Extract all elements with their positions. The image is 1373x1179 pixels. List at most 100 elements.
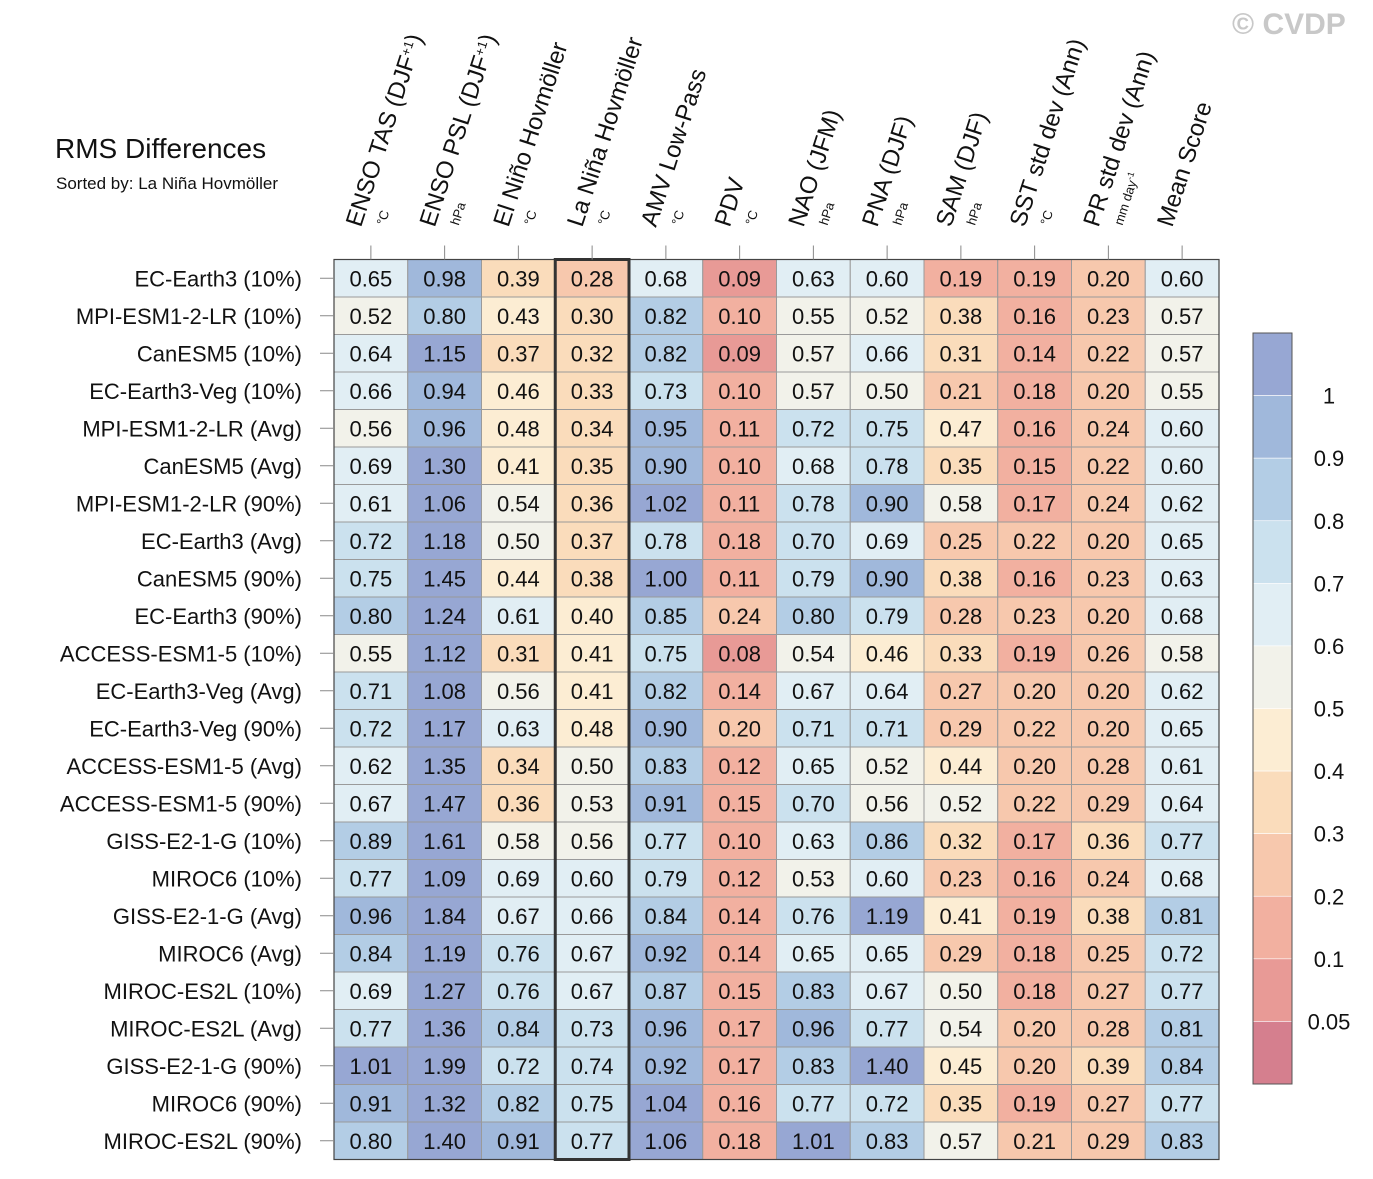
heatmap-cell bbox=[702, 746, 777, 785]
heatmap-cell bbox=[702, 934, 777, 973]
colorbar-tick-label: 0.7 bbox=[1314, 571, 1345, 596]
cell-value-label: 0.18 bbox=[1013, 379, 1056, 404]
row-label: CanESM5 (10%) bbox=[137, 341, 302, 366]
heatmap-cell bbox=[776, 409, 851, 448]
cell-value-label: 0.55 bbox=[1161, 379, 1204, 404]
colorbar-tick-label: 0.2 bbox=[1314, 884, 1345, 909]
cell-value-label: 0.65 bbox=[1161, 529, 1204, 554]
heatmap-cell bbox=[776, 521, 851, 560]
cell-value-label: 0.22 bbox=[1013, 529, 1056, 554]
cell-value-label: 0.50 bbox=[497, 529, 540, 554]
cell-value-label: 0.40 bbox=[571, 604, 614, 629]
cell-value-label: 0.12 bbox=[718, 754, 761, 779]
cell-value-label: 0.10 bbox=[718, 829, 761, 854]
column-label: SAM (DJF) bbox=[931, 109, 993, 230]
row-label: EC-Earth3-Veg (90%) bbox=[89, 716, 302, 741]
column-label: PNA (DJF) bbox=[857, 112, 918, 229]
heatmap-cell bbox=[702, 559, 777, 598]
heatmap-cell bbox=[923, 784, 999, 823]
heatmap-cell bbox=[407, 484, 482, 523]
heatmap-cell bbox=[702, 634, 777, 673]
cell-value-label: 0.33 bbox=[571, 379, 614, 404]
cell-value-label: 1.00 bbox=[644, 566, 687, 591]
cell-value-label: 1.32 bbox=[423, 1091, 466, 1116]
cell-value-label: 0.19 bbox=[939, 266, 982, 291]
heatmap-cell bbox=[481, 634, 556, 673]
heatmap-cell bbox=[1071, 821, 1146, 860]
cell-value-label: 0.35 bbox=[571, 454, 614, 479]
heatmap-cell bbox=[1071, 934, 1146, 973]
column-label: La Niña Hovmöller bbox=[562, 34, 649, 230]
cell-value-label: 0.11 bbox=[719, 491, 760, 516]
cell-value-label: 0.65 bbox=[349, 266, 392, 291]
heatmap-cell bbox=[407, 709, 482, 748]
cell-value-label: 0.28 bbox=[1087, 754, 1130, 779]
heatmap-cell bbox=[923, 934, 999, 973]
cell-value-label: 0.57 bbox=[1161, 304, 1204, 329]
cell-value-label: 0.12 bbox=[718, 866, 761, 891]
heatmap-cell bbox=[1144, 746, 1220, 785]
row-label: MPI-ESM1-2-LR (10%) bbox=[76, 304, 302, 329]
cell-value-label: 0.38 bbox=[939, 304, 982, 329]
heatmap-cell bbox=[481, 559, 556, 598]
cell-value-label: 0.73 bbox=[571, 1016, 614, 1041]
row-label: MPI-ESM1-2-LR (Avg) bbox=[82, 416, 302, 441]
colorbar-frame bbox=[1252, 332, 1293, 1085]
heatmap-cell bbox=[554, 634, 630, 673]
cell-value-label: 0.84 bbox=[644, 904, 687, 929]
heatmap-cell bbox=[1144, 596, 1220, 635]
heatmap-cell bbox=[1144, 896, 1220, 935]
cell-value-label: 1.30 bbox=[423, 454, 466, 479]
heatmap-cell bbox=[554, 596, 630, 635]
cell-value-label: 0.23 bbox=[939, 866, 982, 891]
heatmap-cell bbox=[1071, 634, 1146, 673]
heatmap-cell bbox=[849, 409, 925, 448]
heatmap-cell bbox=[849, 784, 925, 823]
cell-value-label: 0.27 bbox=[939, 679, 982, 704]
heatmap-cell bbox=[702, 409, 777, 448]
column-unit-label: hPa bbox=[447, 200, 469, 227]
heatmap-cell bbox=[554, 896, 630, 935]
cell-value-label: 0.66 bbox=[866, 341, 909, 366]
cell-value-label: 0.84 bbox=[1161, 1054, 1204, 1079]
heatmap-cell bbox=[554, 521, 630, 560]
cell-value-label: 0.44 bbox=[939, 754, 982, 779]
cell-value-label: 0.23 bbox=[1087, 566, 1130, 591]
colorbar-swatch bbox=[1252, 520, 1293, 584]
column-label: ENSO PSL (DJF+1) bbox=[415, 31, 503, 230]
cell-value-label: 0.54 bbox=[792, 641, 835, 666]
cell-value-label: 0.23 bbox=[1013, 604, 1056, 629]
heatmap-cell bbox=[1071, 409, 1146, 448]
colorbar-swatch bbox=[1252, 833, 1293, 897]
heatmap-cell bbox=[1071, 559, 1146, 598]
cell-value-label: 0.91 bbox=[644, 791, 687, 816]
colorbar-tick-label: 1 bbox=[1323, 384, 1335, 409]
cell-value-label: 0.77 bbox=[349, 1016, 392, 1041]
cell-value-label: 0.17 bbox=[718, 1054, 761, 1079]
cell-value-label: 0.34 bbox=[497, 754, 540, 779]
heatmap-cell bbox=[628, 784, 704, 823]
heatmap-cell bbox=[849, 821, 925, 860]
cell-value-label: 0.68 bbox=[1161, 866, 1204, 891]
heatmap-cell bbox=[333, 634, 409, 673]
heatmap-cell bbox=[1071, 521, 1146, 560]
cell-value-label: 0.82 bbox=[644, 341, 687, 366]
cell-value-label: 1.06 bbox=[644, 1129, 687, 1154]
heatmap-cell bbox=[333, 821, 409, 860]
colorbar-tick-label: 0.5 bbox=[1314, 697, 1345, 722]
cell-value-label: 0.15 bbox=[1013, 454, 1056, 479]
heatmap-cell bbox=[1071, 1046, 1146, 1085]
cell-value-label: 1.45 bbox=[423, 566, 466, 591]
cell-value-label: 0.20 bbox=[1087, 379, 1130, 404]
cell-value-label: 0.24 bbox=[1087, 866, 1130, 891]
cell-value-label: 0.79 bbox=[644, 866, 687, 891]
row-label: MIROC6 (Avg) bbox=[158, 941, 302, 966]
colorbar-swatch bbox=[1252, 1021, 1293, 1085]
cell-value-label: 0.25 bbox=[939, 529, 982, 554]
cell-value-label: 0.09 bbox=[718, 341, 761, 366]
cell-value-label: 0.64 bbox=[866, 679, 909, 704]
heatmap-cell bbox=[333, 559, 409, 598]
heatmap-cell bbox=[702, 1121, 777, 1160]
cell-value-label: 0.57 bbox=[792, 341, 835, 366]
heatmap-cell bbox=[1071, 671, 1146, 710]
